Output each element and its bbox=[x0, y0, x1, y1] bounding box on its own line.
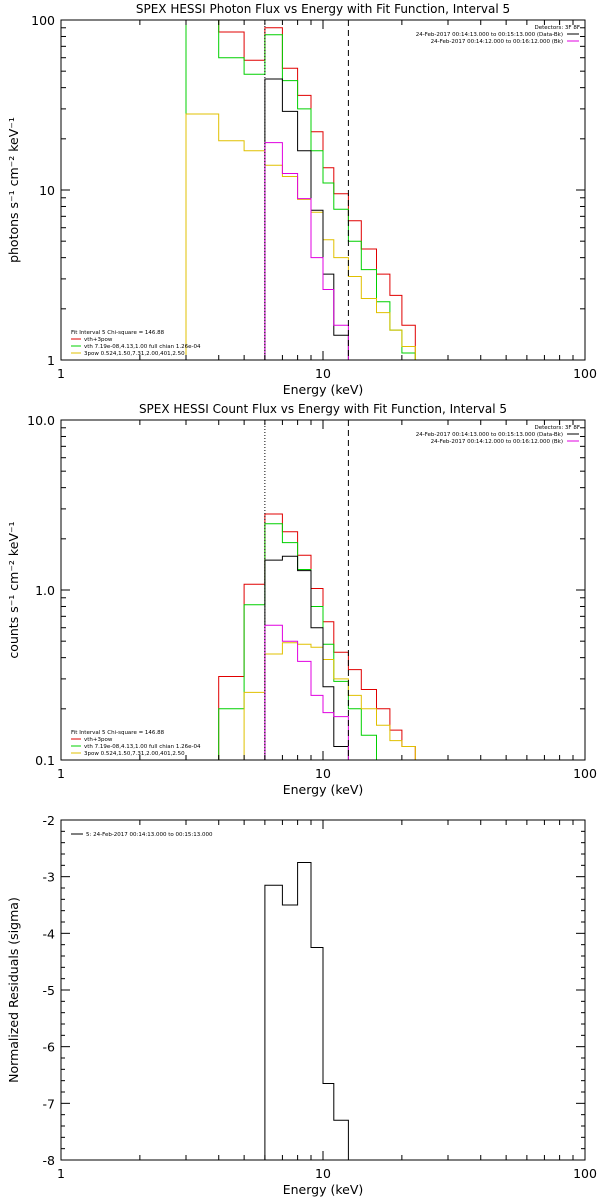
fit-item: vth 7.19e-08,4.13,1.00 full chian 1.26e-… bbox=[84, 744, 201, 750]
chart-title: SPEX HESSI Count Flux vs Energy with Fit… bbox=[139, 402, 507, 416]
series-line-4 bbox=[264, 555, 349, 760]
series-line-4 bbox=[264, 78, 349, 360]
plot-frame bbox=[60, 19, 586, 361]
x-tick-label: 1 bbox=[57, 366, 65, 381]
series-line-5 bbox=[264, 142, 349, 360]
y-tick-label: -8 bbox=[43, 1153, 56, 1168]
fit-item: vth+3pow bbox=[84, 337, 113, 343]
y-tick-label: 1.0 bbox=[35, 583, 55, 598]
x-tick-label: 100 bbox=[573, 766, 597, 781]
x-axis-label: Energy (keV) bbox=[283, 1182, 364, 1197]
series-line-1 bbox=[218, 513, 416, 760]
panel-1: 1 10 100 1 10 100 SPEX HESSI Photon Flux vs En… bbox=[6, 2, 597, 397]
y-tick-label: 100 bbox=[31, 13, 55, 28]
y-tick-label: 0.1 bbox=[35, 753, 55, 768]
y-tick-label: 10 bbox=[39, 183, 55, 198]
y-tick-label: -7 bbox=[43, 1096, 55, 1111]
series-line-1 bbox=[185, 19, 416, 360]
legend-header: Detectors: 3F 8F bbox=[534, 425, 580, 431]
y-tick-label: -6 bbox=[43, 1040, 56, 1055]
x-axis-ticks: 1 10 100 bbox=[57, 420, 597, 781]
y-tick-label: -5 bbox=[43, 983, 55, 998]
legend-item: 5: 24-Feb-2017 00:14:13.000 to 00:15:13.… bbox=[86, 832, 213, 838]
chart-title: SPEX HESSI Photon Flux vs Energy with Fi… bbox=[136, 2, 510, 16]
fit-summary: Fit Interval 5 Chi-square = 146.88 bbox=[71, 330, 165, 336]
series-line-3 bbox=[186, 642, 428, 761]
y-tick-label: -3 bbox=[43, 870, 55, 885]
y-axis-ticks: 1 10 100 bbox=[31, 13, 585, 368]
x-tick-label: 10 bbox=[315, 366, 331, 381]
panel-3: 1 10 100 -8 -7 -6 -5 -4 -3 -2 Energy (keV) Normaliz… bbox=[6, 813, 597, 1197]
fit-item: vth 7.19e-08,4.13,1.00 full chian 1.26e-… bbox=[84, 344, 201, 350]
y-tick-label: 10.0 bbox=[27, 413, 55, 428]
fit-item: vth+3pow bbox=[84, 737, 113, 743]
legend-header: Detectors: 3F 8F bbox=[534, 25, 580, 31]
x-tick-label: 10 bbox=[315, 766, 331, 781]
fit-item: 3pow 0.524,1.50,7.31,2.00,401,2.50 bbox=[84, 351, 185, 357]
y-axis-label: photons s⁻¹ cm⁻² keV⁻¹ bbox=[6, 117, 21, 263]
legend-item: 24-Feb-2017 00:14:13.000 to 00:15:13.000… bbox=[416, 432, 563, 438]
y-tick-label: 1 bbox=[47, 353, 55, 368]
x-tick-label: 100 bbox=[573, 366, 597, 381]
x-tick-label: 10 bbox=[315, 1166, 331, 1181]
legend-item: 24-Feb-2017 00:14:12.000 to 00:16:12.000… bbox=[431, 439, 563, 445]
legend-item: 24-Feb-2017 00:14:12.000 to 00:16:12.000… bbox=[431, 39, 563, 45]
x-tick-label: 100 bbox=[573, 1166, 597, 1181]
x-tick-label: 1 bbox=[57, 1166, 65, 1181]
fit-summary: Fit Interval 5 Chi-square = 146.88 bbox=[71, 730, 165, 736]
x-axis-label: Energy (keV) bbox=[283, 382, 364, 397]
x-tick-label: 1 bbox=[57, 766, 65, 781]
fit-item: 3pow 0.524,1.50,7.31,2.00,401,2.50 bbox=[84, 751, 185, 757]
y-axis-label: Normalized Residuals (sigma) bbox=[6, 897, 21, 1083]
y-tick-label: -2 bbox=[43, 813, 55, 828]
y-axis-ticks: -8 -7 -6 -5 -4 -3 -2 bbox=[43, 813, 585, 1168]
x-axis-label: Energy (keV) bbox=[283, 782, 364, 797]
y-axis-ticks: 0.1 1.0 10.0 bbox=[27, 413, 585, 768]
series-line-5 bbox=[264, 624, 349, 760]
y-tick-label: -4 bbox=[43, 926, 56, 941]
x-axis-ticks: 1 10 100 bbox=[57, 820, 597, 1181]
y-axis-label: counts s⁻¹ cm⁻² keV⁻¹ bbox=[6, 521, 21, 658]
panel-2: 1 10 100 0.1 1.0 10.0 SPEX HESSI Count Flux vs… bbox=[6, 402, 597, 797]
series-line-1 bbox=[264, 862, 349, 1160]
legend: 5: 24-Feb-2017 00:14:13.000 to 00:15:13.… bbox=[71, 832, 213, 838]
x-axis-ticks: 1 10 100 bbox=[57, 20, 597, 381]
legend-item: 24-Feb-2017 00:14:13.000 to 00:15:13.000… bbox=[416, 32, 563, 38]
series-line-2 bbox=[185, 19, 416, 360]
